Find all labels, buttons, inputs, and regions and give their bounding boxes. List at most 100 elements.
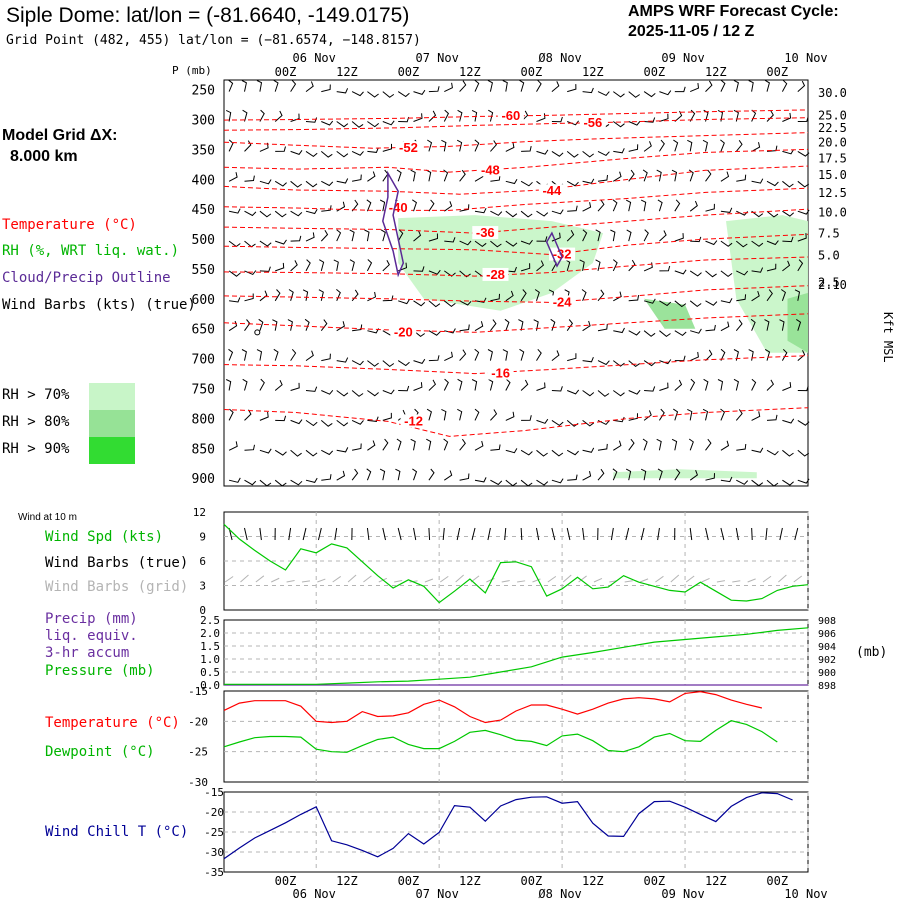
surface-wind-barbs-grid xyxy=(224,574,803,583)
wind-barb xyxy=(797,350,806,361)
surface-wind-barb xyxy=(655,575,664,583)
height-tick-label: 5.0 xyxy=(818,249,840,263)
surface-wind-barb xyxy=(302,527,307,541)
wind-barb xyxy=(659,113,669,122)
wind-barb xyxy=(628,144,639,152)
wind-barb xyxy=(597,91,610,97)
top-date-label: 07 Nov xyxy=(415,51,458,65)
contour-label-bg xyxy=(400,414,427,428)
surface-wind-barb xyxy=(685,575,695,583)
wind-barb xyxy=(782,418,795,424)
pressure-tick-label: 300 xyxy=(192,113,215,128)
wind-barb xyxy=(366,468,372,481)
wind-barb xyxy=(659,90,672,96)
wind-barb xyxy=(259,290,268,302)
wind-barb xyxy=(748,80,754,92)
wind-barb xyxy=(536,236,548,242)
top-hour-label: 00Z xyxy=(275,65,297,79)
wind-barb xyxy=(259,210,272,218)
wind-barb xyxy=(288,289,294,301)
wind-barb xyxy=(321,205,332,212)
wind-barb xyxy=(717,379,724,391)
surface-wind-barb xyxy=(486,577,495,583)
wind-barb xyxy=(551,419,564,427)
wind-barb xyxy=(674,233,684,242)
wind-barb xyxy=(551,478,564,484)
legend-cloud: Cloud/Precip Outline xyxy=(2,270,171,286)
wind-barb xyxy=(625,468,632,481)
wind-barb xyxy=(290,348,297,361)
pressure-tick-label: 350 xyxy=(192,143,215,158)
bottom-date-label: 06 Nov xyxy=(293,887,336,900)
wind-barb xyxy=(735,319,743,332)
height-tick-label: 10.0 xyxy=(818,206,847,220)
wind-barb xyxy=(567,389,580,395)
top-hour-label: 12Z xyxy=(459,65,481,79)
wind-barb xyxy=(367,291,377,302)
wind-barb xyxy=(782,236,794,243)
bottom-hour-label: 00Z xyxy=(766,874,788,888)
top-hour-label: 00Z xyxy=(766,65,788,79)
wind-barb xyxy=(428,355,440,362)
wind-barb xyxy=(290,113,300,122)
windchill-panel-y-tick: -20 xyxy=(204,806,224,819)
surface-wind-barb xyxy=(439,575,449,583)
wind-chill-line xyxy=(223,792,793,860)
wind-barb xyxy=(536,418,549,424)
wind-barb xyxy=(321,389,334,395)
surface-wind-barb xyxy=(547,575,557,583)
wind-barb xyxy=(474,297,487,303)
surface-wind-barb xyxy=(456,527,461,541)
wind-barb xyxy=(705,473,715,481)
calm-wind-marker xyxy=(254,329,261,336)
model-grid-dx-label: Model Grid ΔX: xyxy=(2,127,118,144)
legend-pressure: Pressure (mb) xyxy=(45,663,155,679)
wind-barb xyxy=(613,440,622,451)
wind-barb xyxy=(351,150,364,156)
wind-barb xyxy=(720,79,726,92)
wind-barb xyxy=(351,468,359,481)
bottom-hour-label: 12Z xyxy=(582,874,604,888)
wind-barb xyxy=(457,408,463,421)
wind-barb xyxy=(781,348,788,361)
surface-wind-barb xyxy=(301,580,311,583)
wind-barb xyxy=(490,240,502,248)
page-title: Siple Dome: lat/lon = (-81.6640, -149.01… xyxy=(6,4,410,27)
wind-barb xyxy=(643,229,649,242)
wind-barb xyxy=(397,360,410,367)
wind-barb xyxy=(705,240,718,246)
wind-barb xyxy=(613,148,625,154)
rh-90-swatch xyxy=(89,437,135,464)
wind-barb xyxy=(228,172,238,182)
wind-barb xyxy=(534,289,540,301)
wind-barb xyxy=(720,171,730,182)
surface-wind-barb xyxy=(751,527,753,541)
wind-barb xyxy=(687,408,693,421)
surface-wind-barb xyxy=(747,578,756,583)
wind-barb xyxy=(582,447,595,453)
wind-barb xyxy=(736,270,749,276)
wind-barb xyxy=(228,408,234,421)
wind-barb xyxy=(671,169,678,182)
wind-barb xyxy=(703,378,709,391)
wind-barb xyxy=(444,270,456,277)
wind-barb xyxy=(396,169,402,182)
wind-barb xyxy=(689,470,699,481)
wind-barb xyxy=(782,149,795,155)
temperature-contour-label: -32 xyxy=(553,247,572,262)
wind-barb xyxy=(536,449,548,457)
wind-barb xyxy=(256,349,263,361)
surface-wind-barb xyxy=(255,575,265,583)
wind-barb xyxy=(382,438,389,451)
wind-barb xyxy=(229,297,241,303)
surface-wind-barb xyxy=(562,574,572,583)
surface-wind-barb xyxy=(244,527,248,541)
wind-barb xyxy=(490,210,503,216)
contour-label-bg xyxy=(390,325,417,339)
wind-barb xyxy=(794,289,801,301)
forecast-cycle-label: AMPS WRF Forecast Cycle: xyxy=(628,3,839,20)
rh-70-label: RH > 70% xyxy=(2,387,70,403)
wind-barb xyxy=(551,81,560,92)
wind-barb xyxy=(536,79,542,92)
wind-barb xyxy=(642,438,648,451)
